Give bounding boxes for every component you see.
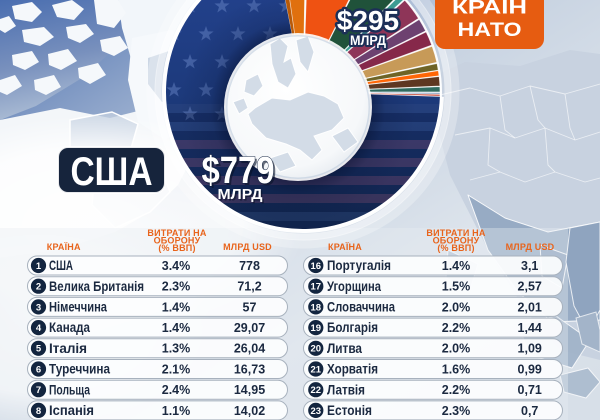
svg-text:22: 22 <box>311 385 322 396</box>
svg-text:Словаччина: Словаччина <box>327 300 395 315</box>
svg-text:14,95: 14,95 <box>234 383 265 397</box>
svg-text:Латвія: Латвія <box>327 382 365 397</box>
svg-text:0,71: 0,71 <box>518 383 542 397</box>
svg-text:Хорватія: Хорватія <box>327 362 378 377</box>
svg-text:3: 3 <box>36 302 41 313</box>
svg-text:1,09: 1,09 <box>518 342 542 356</box>
svg-text:778: 778 <box>239 259 260 273</box>
svg-text:Угорщина: Угорщина <box>327 279 381 294</box>
svg-text:$295: $295 <box>337 5 399 36</box>
svg-text:Туреччина: Туреччина <box>49 362 110 377</box>
svg-text:3,1: 3,1 <box>521 259 538 273</box>
svg-text:2: 2 <box>36 282 41 293</box>
svg-text:0,99: 0,99 <box>518 362 542 376</box>
svg-text:2.3%: 2.3% <box>162 280 191 294</box>
svg-text:3.4%: 3.4% <box>162 259 191 273</box>
svg-text:57: 57 <box>243 300 257 314</box>
svg-text:1.3%: 1.3% <box>162 342 191 356</box>
svg-text:16: 16 <box>311 261 322 272</box>
svg-text:7: 7 <box>36 385 41 396</box>
svg-text:КРАЇН: КРАЇН <box>452 0 527 19</box>
svg-text:НАТО: НАТО <box>458 19 522 41</box>
svg-text:ВИТРАТИ НА: ВИТРАТИ НА <box>147 228 206 238</box>
svg-text:ОБОРОНУ: ОБОРОНУ <box>154 236 201 246</box>
svg-text:Естонія: Естонія <box>327 403 372 418</box>
svg-text:1.4%: 1.4% <box>442 259 471 273</box>
svg-text:23: 23 <box>311 406 322 417</box>
svg-text:$779: $779 <box>202 150 275 192</box>
svg-text:2.2%: 2.2% <box>442 321 471 335</box>
svg-text:Німеччина: Німеччина <box>49 300 107 315</box>
svg-text:КРАЇНА: КРАЇНА <box>47 242 81 252</box>
svg-text:ВИТРАТИ НА: ВИТРАТИ НА <box>426 228 485 238</box>
svg-text:17: 17 <box>311 282 322 293</box>
svg-text:14,02: 14,02 <box>234 404 265 418</box>
svg-text:Португалія: Португалія <box>327 258 391 273</box>
svg-text:8: 8 <box>36 406 41 417</box>
svg-text:6: 6 <box>36 364 41 375</box>
svg-text:20: 20 <box>311 344 322 355</box>
svg-text:2,57: 2,57 <box>518 280 542 294</box>
svg-text:2.2%: 2.2% <box>442 383 471 397</box>
svg-text:(% ВВП): (% ВВП) <box>158 243 195 253</box>
svg-text:1.4%: 1.4% <box>162 321 191 335</box>
svg-text:Болгарія: Болгарія <box>327 320 378 335</box>
svg-text:1,44: 1,44 <box>518 321 542 335</box>
svg-text:Канада: Канада <box>49 320 90 335</box>
svg-text:Велика Британія: Велика Британія <box>49 279 144 294</box>
svg-text:1: 1 <box>36 261 42 272</box>
svg-text:2.0%: 2.0% <box>442 342 471 356</box>
svg-text:21: 21 <box>311 364 322 375</box>
svg-text:1.1%: 1.1% <box>162 404 191 418</box>
svg-text:0,7: 0,7 <box>521 404 538 418</box>
svg-text:МЛРД: МЛРД <box>218 186 263 203</box>
svg-text:18: 18 <box>311 302 322 313</box>
svg-text:МЛРД: МЛРД <box>350 33 386 48</box>
svg-text:МЛРД USD: МЛРД USD <box>223 242 272 252</box>
svg-text:КРАЇНА: КРАЇНА <box>328 242 362 252</box>
svg-text:71,2: 71,2 <box>237 280 261 294</box>
svg-text:$779: $779 <box>204 152 277 194</box>
svg-text:19: 19 <box>311 323 322 334</box>
svg-text:Литва: Литва <box>327 341 362 356</box>
svg-text:29,07: 29,07 <box>234 321 265 335</box>
svg-text:США: США <box>71 150 153 194</box>
svg-text:2.4%: 2.4% <box>162 383 191 397</box>
svg-text:1.5%: 1.5% <box>442 280 471 294</box>
svg-text:2.3%: 2.3% <box>442 404 471 418</box>
svg-text:Італія: Італія <box>49 341 87 356</box>
svg-text:Іспанія: Іспанія <box>49 403 94 418</box>
svg-text:МЛРД: МЛРД <box>219 188 264 205</box>
svg-text:Польща: Польща <box>49 382 90 397</box>
svg-text:4: 4 <box>36 323 42 334</box>
svg-text:2,01: 2,01 <box>518 300 542 314</box>
svg-text:ОБОРОНУ: ОБОРОНУ <box>433 236 480 246</box>
svg-text:(% ВВП): (% ВВП) <box>437 243 474 253</box>
svg-text:16,73: 16,73 <box>234 362 265 376</box>
svg-text:2.0%: 2.0% <box>442 300 471 314</box>
svg-text:1.6%: 1.6% <box>442 362 471 376</box>
svg-text:МЛРД USD: МЛРД USD <box>506 242 555 252</box>
svg-text:2.1%: 2.1% <box>162 362 191 376</box>
svg-text:26,04: 26,04 <box>234 342 265 356</box>
svg-text:1.4%: 1.4% <box>162 300 191 314</box>
svg-text:5: 5 <box>36 344 42 355</box>
svg-text:США: США <box>49 258 73 273</box>
